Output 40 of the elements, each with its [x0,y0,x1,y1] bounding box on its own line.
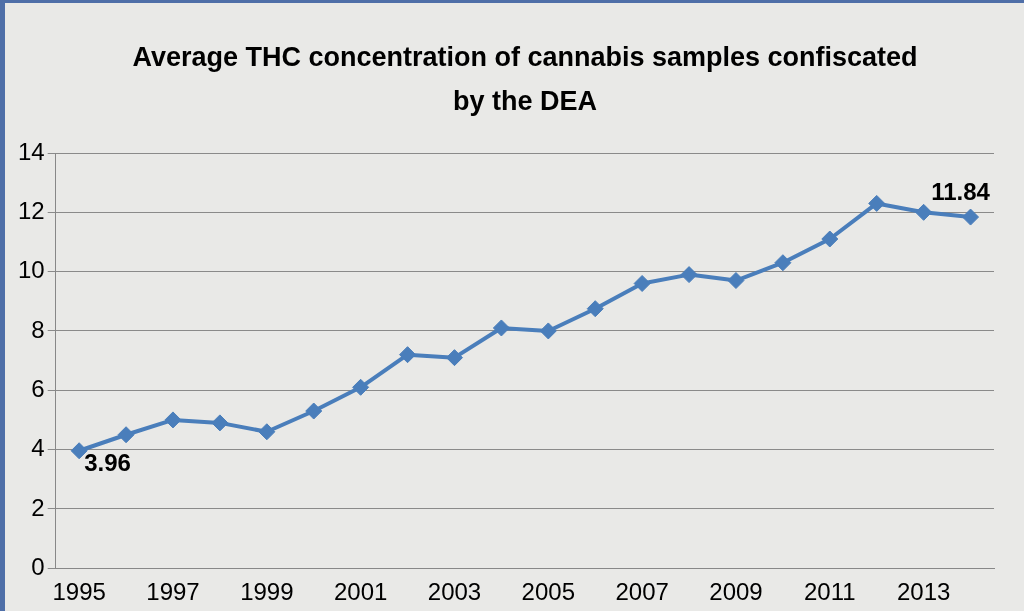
x-tick-label: 2013 [896,578,951,606]
point [492,319,510,337]
point [258,423,276,441]
point [539,322,557,340]
x-tick-label: 2011 [803,578,856,606]
x-tick-label: 2003 [427,578,482,606]
point [680,266,698,284]
data-label: 3.96 [84,449,131,477]
point [305,402,323,420]
chart-title: Average THC concentration of cannabis samples confiscated by the DEA [131,41,919,118]
y-tick-label: 4 [31,434,45,462]
point [727,272,745,290]
point [399,346,417,364]
point [962,208,980,226]
y-tick-label: 10 [17,256,45,284]
point [821,230,839,248]
y-tick-label: 0 [31,552,45,580]
point [868,194,886,212]
y-tick-label: 8 [31,315,45,343]
point [352,378,370,396]
point [633,274,651,292]
point [915,203,933,221]
point [164,411,182,429]
y-tick-label: 2 [31,493,45,521]
point [586,300,604,318]
point [117,426,135,444]
data-label: 11.84 [931,177,991,205]
x-tick-label: 2001 [333,578,388,606]
x-tick-label: 2005 [521,578,575,606]
x-tick-label: 2007 [615,578,669,606]
point [774,254,792,272]
y-tick-label: 12 [17,196,45,224]
y-tick-label: 6 [31,374,45,402]
x-tick-label: 1997 [146,578,200,606]
x-tick-label: 2009 [709,578,763,606]
point [211,414,229,432]
y-tick-label: 14 [17,137,45,165]
x-tick-label: 1999 [240,578,294,606]
point [445,349,463,367]
x-tick-label: 1995 [52,578,106,606]
